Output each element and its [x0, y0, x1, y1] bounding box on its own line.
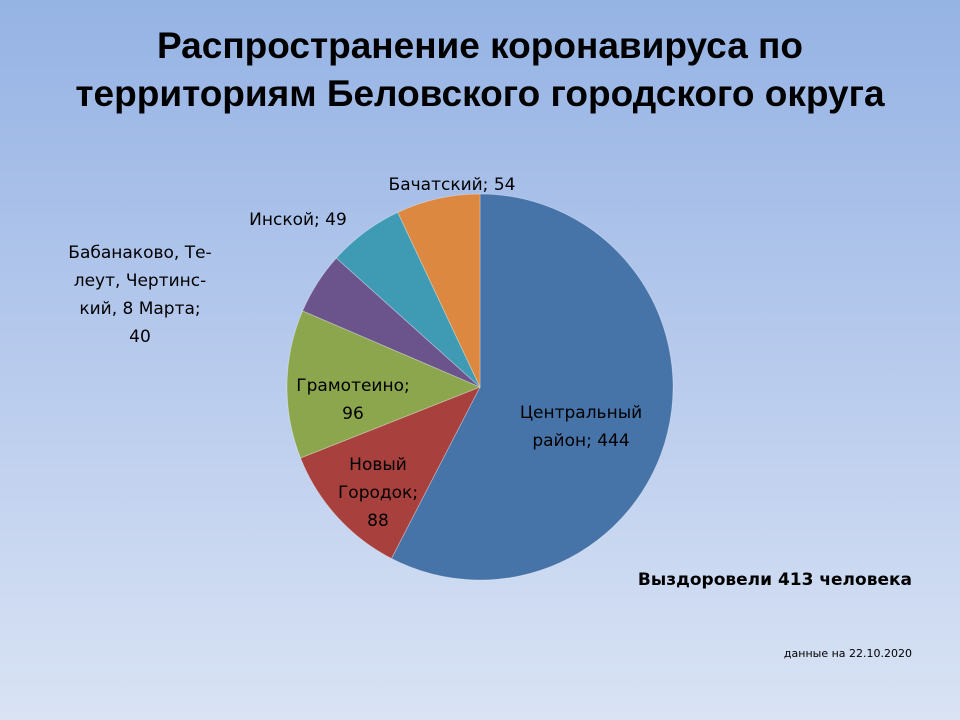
pie-slice-2 — [286, 310, 482, 459]
data-date-note: данные на 22.10.2020 — [783, 647, 912, 660]
slice-label-3: Бабанаково, Те-леут, Чертинс-кий, 8 Март… — [68, 243, 211, 347]
pie-slice-1 — [300, 386, 481, 560]
slice-label-4: Инской; 49 — [249, 210, 347, 230]
recovered-note: Выздоровели 413 человека — [637, 570, 912, 590]
chart-title: Распространение коронавируса по территор… — [0, 22, 960, 118]
pie-slice-4 — [335, 211, 481, 388]
pie-slice-0 — [390, 193, 674, 581]
slice-label-0: Центральный район; 444 — [520, 403, 642, 451]
slice-label-1: Новый Городок; 88 — [338, 455, 418, 531]
chart-title-line-2: территориям Беловского городского округа — [75, 73, 885, 114]
pie-slice-3 — [302, 257, 481, 388]
slice-label-5: Бачатский; 54 — [389, 175, 516, 195]
slice-label-2: Грамотеино; 96 — [296, 376, 409, 424]
chart-title-line-1: Распространение коронавируса по — [156, 25, 804, 66]
pie-slice-5 — [397, 193, 481, 388]
